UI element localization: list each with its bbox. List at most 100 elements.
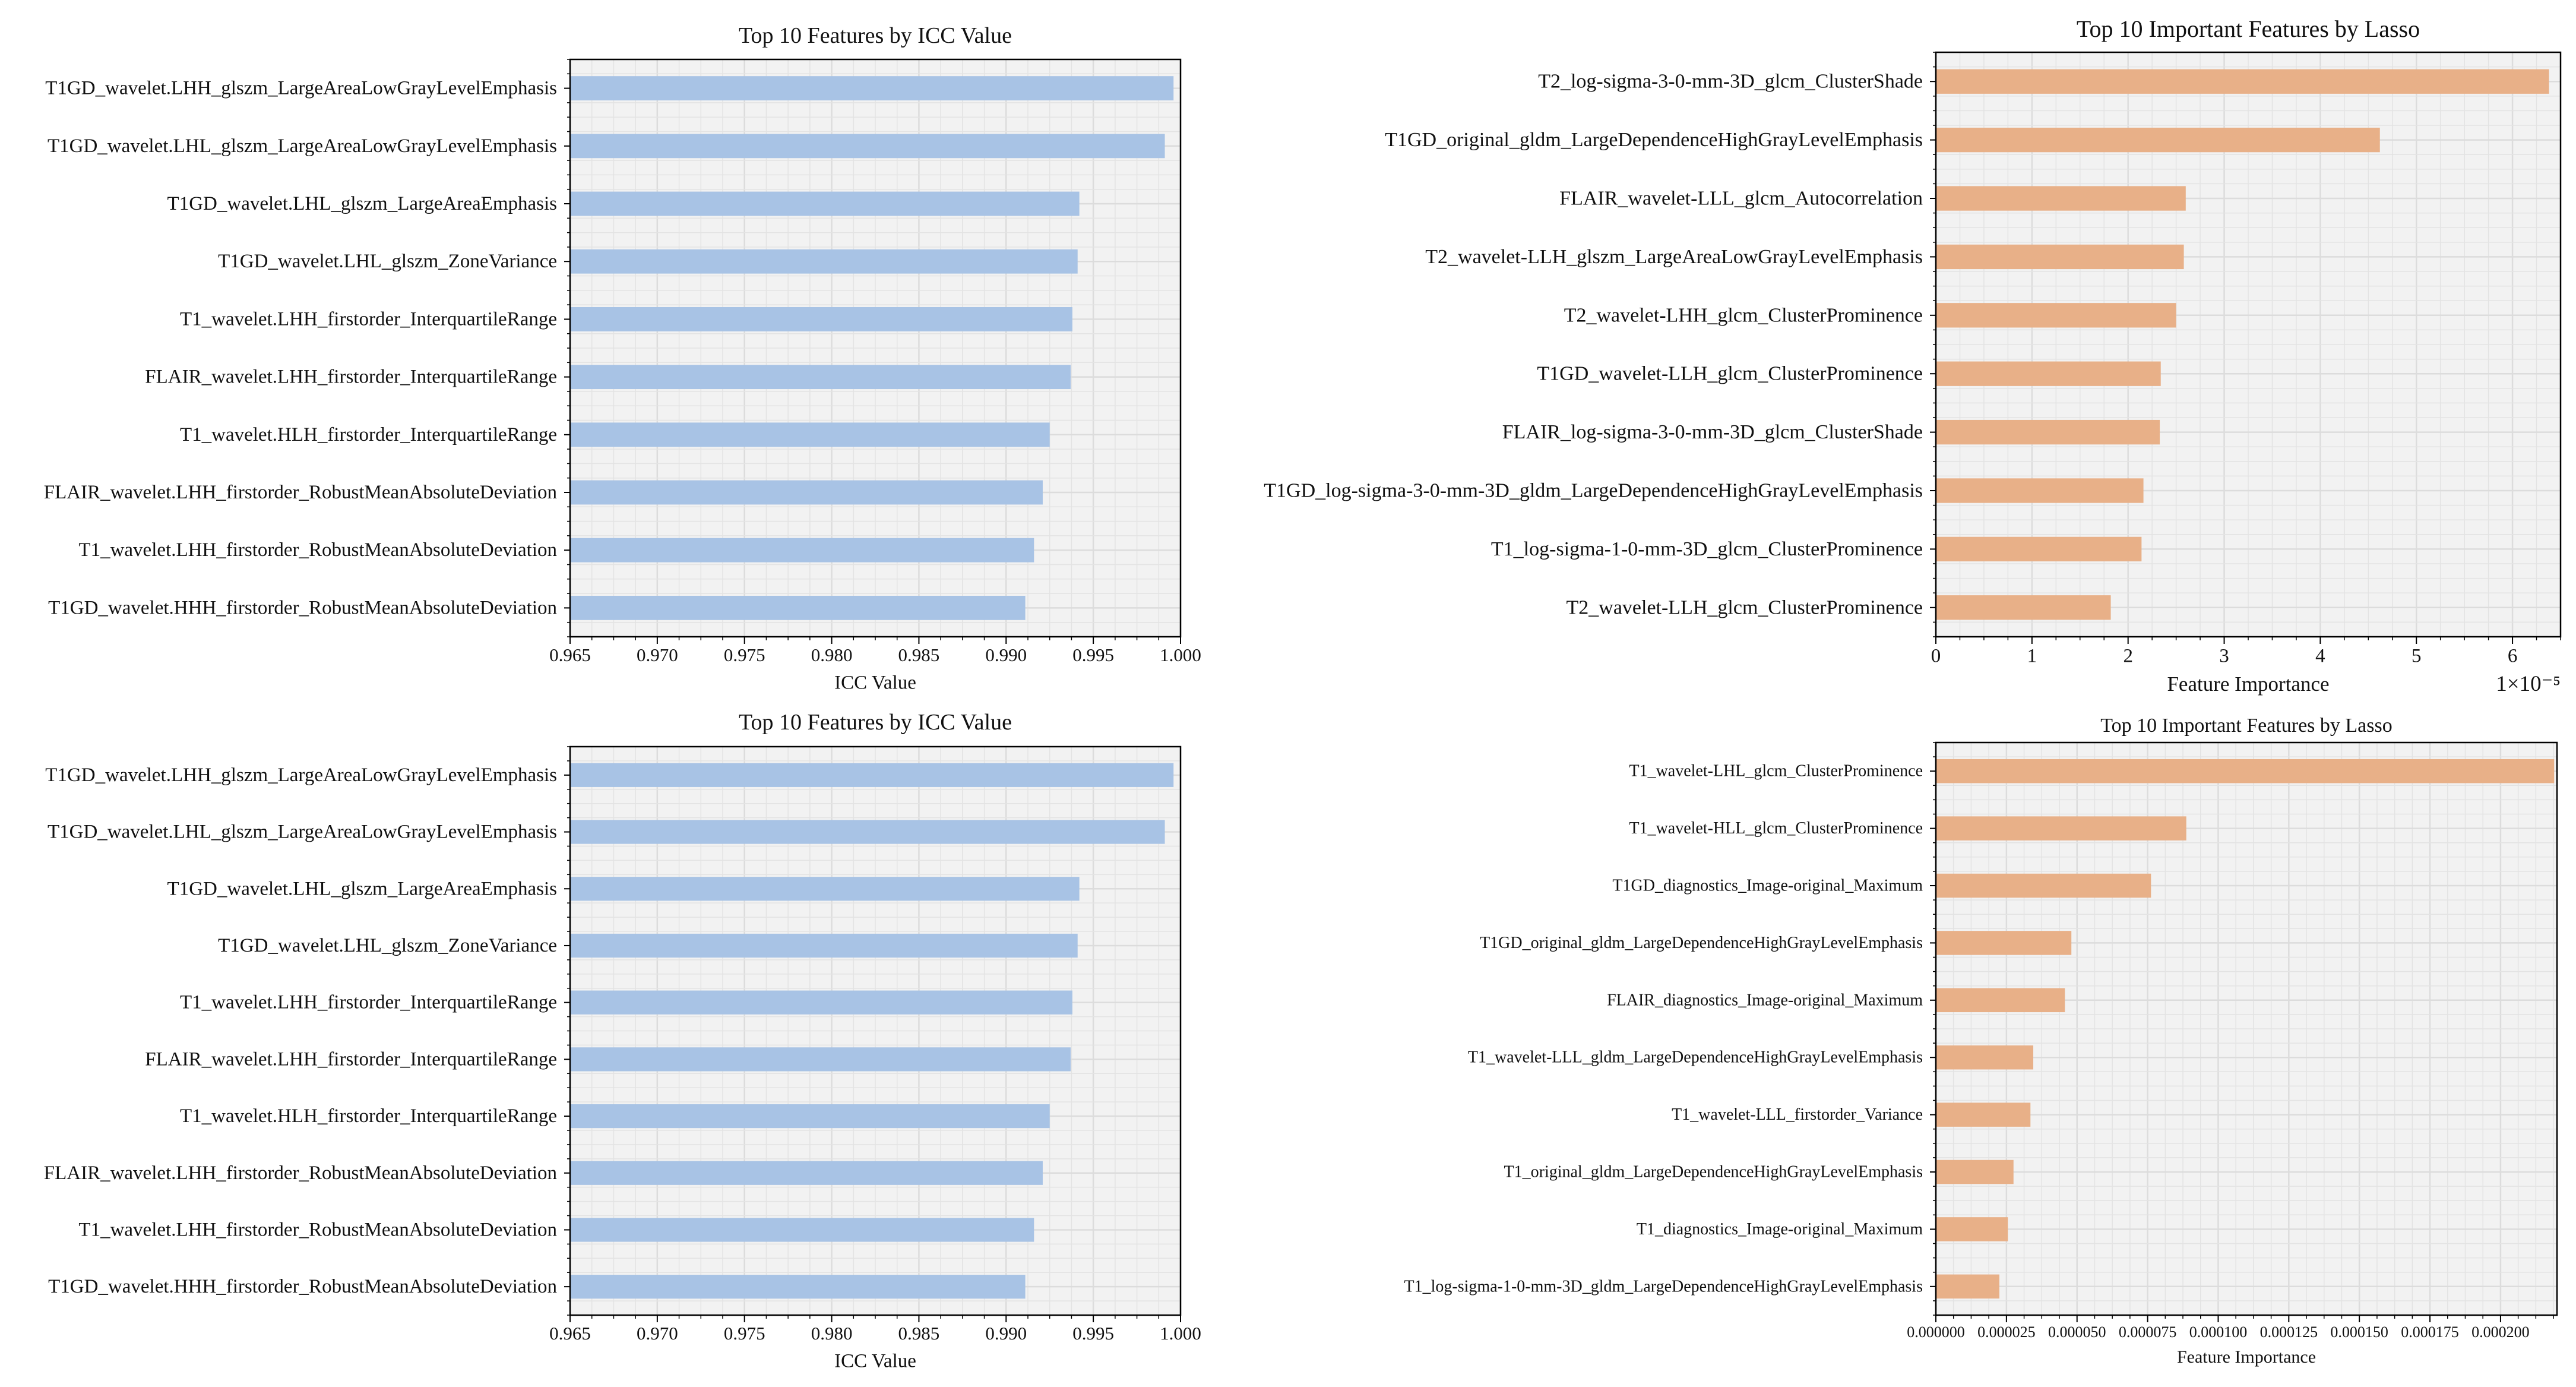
bar (1936, 816, 2186, 841)
category-label: T1_log-sigma-1-0-mm-3D_gldm_LargeDepende… (1404, 1277, 1923, 1296)
x-tick-label: 2 (2123, 645, 2133, 666)
chart-title: Top 10 Features by ICC Value (739, 23, 1012, 48)
x-tick-label: 4 (2315, 645, 2325, 666)
bar (1936, 244, 2184, 270)
x-tick-label: 0.000100 (2189, 1323, 2248, 1341)
bar (570, 763, 1174, 787)
bar (570, 1047, 1071, 1072)
bar (1936, 127, 2380, 153)
bar (570, 76, 1174, 101)
x-tick-label: 0.965 (549, 1323, 591, 1344)
bar (570, 538, 1034, 563)
category-label: T1GD_wavelet.LHL_glszm_ZoneVariance (218, 251, 557, 272)
category-label: T1GD_log-sigma-3-0-mm-3D_gldm_LargeDepen… (1264, 480, 1923, 502)
bar (1936, 931, 2072, 955)
bar (570, 990, 1072, 1015)
x-tick-label: 1.000 (1160, 1323, 1201, 1344)
x-tick-label: 6 (2508, 645, 2518, 666)
category-label: T1_wavelet.HLH_firstorder_InterquartileR… (180, 424, 557, 446)
bar (570, 933, 1078, 958)
bar (570, 877, 1080, 901)
x-tick-label: 5 (2412, 645, 2422, 666)
bar (1936, 595, 2111, 620)
chart-panel-3: T1GD_wavelet.LHH_glszm_LargeAreaLowGrayL… (44, 710, 1201, 1372)
x-tick-label: 0.000125 (2260, 1323, 2318, 1341)
x-tick-label: 0.970 (637, 644, 678, 665)
bar (1936, 536, 2142, 562)
category-label: T1_wavelet.LHH_firstorder_InterquartileR… (180, 308, 557, 330)
category-label: T1GD_wavelet.HHH_firstorder_RobustMeanAb… (48, 597, 557, 618)
category-label: T1_wavelet-LLL_firstorder_Variance (1672, 1105, 1923, 1124)
x-tick-label: 1.000 (1160, 644, 1201, 665)
x-tick-label: 0.980 (811, 644, 853, 665)
category-label: T1GD_wavelet.LHL_glszm_LargeAreaEmphasis (167, 878, 557, 899)
category-label: FLAIR_wavelet.LHH_firstorder_Interquarti… (145, 1048, 557, 1070)
bar (570, 1161, 1043, 1185)
bar (1936, 303, 2176, 328)
category-label: T1_wavelet-HLL_glcm_ClusterProminence (1629, 819, 1923, 838)
bar (570, 480, 1043, 505)
bar (1936, 69, 2549, 94)
x-axis-label: Feature Importance (2177, 1347, 2316, 1367)
bar (570, 1218, 1034, 1242)
bar (570, 820, 1165, 844)
category-label: T1GD_wavelet.LHL_glszm_ZoneVariance (218, 935, 557, 956)
category-label: T1GD_wavelet.LHH_glszm_LargeAreaLowGrayL… (45, 78, 557, 99)
x-tick-label: 0.990 (985, 1323, 1027, 1344)
bar (570, 1275, 1026, 1299)
x-axis-label: Feature Importance (2167, 672, 2329, 696)
bar (570, 365, 1071, 390)
category-label: T1GD_wavelet.HHH_firstorder_RobustMeanAb… (48, 1276, 557, 1297)
category-label: T1_wavelet.HLH_firstorder_InterquartileR… (180, 1105, 557, 1127)
x-tick-label: 0.000150 (2330, 1323, 2388, 1341)
x-axis-offset-text: 1×10⁻⁵ (2496, 672, 2561, 696)
bar (1936, 1274, 1999, 1299)
category-label: T1_wavelet-LLL_gldm_LargeDependenceHighG… (1468, 1048, 1923, 1067)
bar (570, 1104, 1050, 1129)
bar (570, 134, 1165, 159)
x-tick-label: 0.975 (724, 644, 765, 665)
category-label: T1GD_wavelet.LHL_glszm_LargeAreaLowGrayL… (48, 135, 557, 157)
x-tick-label: 0 (1931, 645, 1941, 666)
category-label: T2_log-sigma-3-0-mm-3D_glcm_ClusterShade (1538, 71, 1923, 93)
bar (570, 307, 1072, 331)
x-tick-label: 0.000075 (2119, 1323, 2177, 1341)
x-tick-label: 0.995 (1072, 644, 1114, 665)
category-label: T1_diagnostics_Image-original_Maximum (1637, 1220, 1923, 1238)
category-label: T1GD_wavelet.LHL_glszm_LargeAreaEmphasis (167, 193, 557, 214)
chart-panel-2: T2_log-sigma-3-0-mm-3D_glcm_ClusterShade… (1264, 15, 2562, 696)
bar (1936, 759, 2555, 783)
bar (570, 249, 1078, 274)
category-label: FLAIR_wavelet.LHH_firstorder_RobustMeanA… (44, 1162, 557, 1184)
axes-frame (1935, 741, 2558, 1316)
category-label: T1GD_wavelet-LLH_glcm_ClusterProminence (1537, 363, 1923, 385)
bar (1936, 186, 2186, 211)
x-tick-label: 0.990 (985, 644, 1027, 665)
x-tick-label: 0.000175 (2401, 1323, 2459, 1341)
x-axis-label: ICC Value (834, 1350, 916, 1372)
chart-panel-4: T1_wavelet-LHL_glcm_ClusterProminence T1_… (1404, 715, 2558, 1367)
x-tick-label: 0.000025 (1977, 1323, 2036, 1341)
category-label: T1GD_wavelet.LHL_glszm_LargeAreaLowGrayL… (48, 822, 557, 843)
category-label: T2_wavelet-LHH_glcm_ClusterProminence (1564, 304, 1923, 326)
bar (1936, 478, 2144, 503)
category-label: T2_wavelet-LLH_glcm_ClusterProminence (1567, 596, 1923, 618)
category-label: T1GD_original_gldm_LargeDependenceHighGr… (1385, 129, 1923, 151)
chart-panel-1: T1GD_wavelet.LHH_glszm_LargeAreaLowGrayL… (44, 23, 1201, 693)
category-label: T1_wavelet.LHH_firstorder_RobustMeanAbso… (78, 539, 557, 561)
category-label: FLAIR_diagnostics_Image-original_Maximum (1607, 991, 1923, 1009)
x-tick-label: 0.000000 (1907, 1323, 1965, 1341)
bar (1936, 1102, 2031, 1127)
bar (570, 595, 1026, 620)
x-tick-label: 0.970 (637, 1323, 678, 1344)
category-label: FLAIR_wavelet-LLL_glcm_Autocorrelation (1559, 188, 1923, 210)
bar (1936, 1045, 2034, 1070)
bar (1936, 873, 2151, 898)
category-label: T1GD_diagnostics_Image-original_Maximum (1612, 877, 1923, 895)
bar (570, 191, 1080, 216)
category-label: T1_original_gldm_LargeDependenceHighGray… (1504, 1163, 1923, 1181)
x-tick-label: 0.985 (898, 1323, 940, 1344)
chart-title: Top 10 Important Features by Lasso (2077, 15, 2420, 42)
x-tick-label: 0.980 (811, 1323, 853, 1344)
x-tick-label: 0.965 (549, 644, 591, 665)
